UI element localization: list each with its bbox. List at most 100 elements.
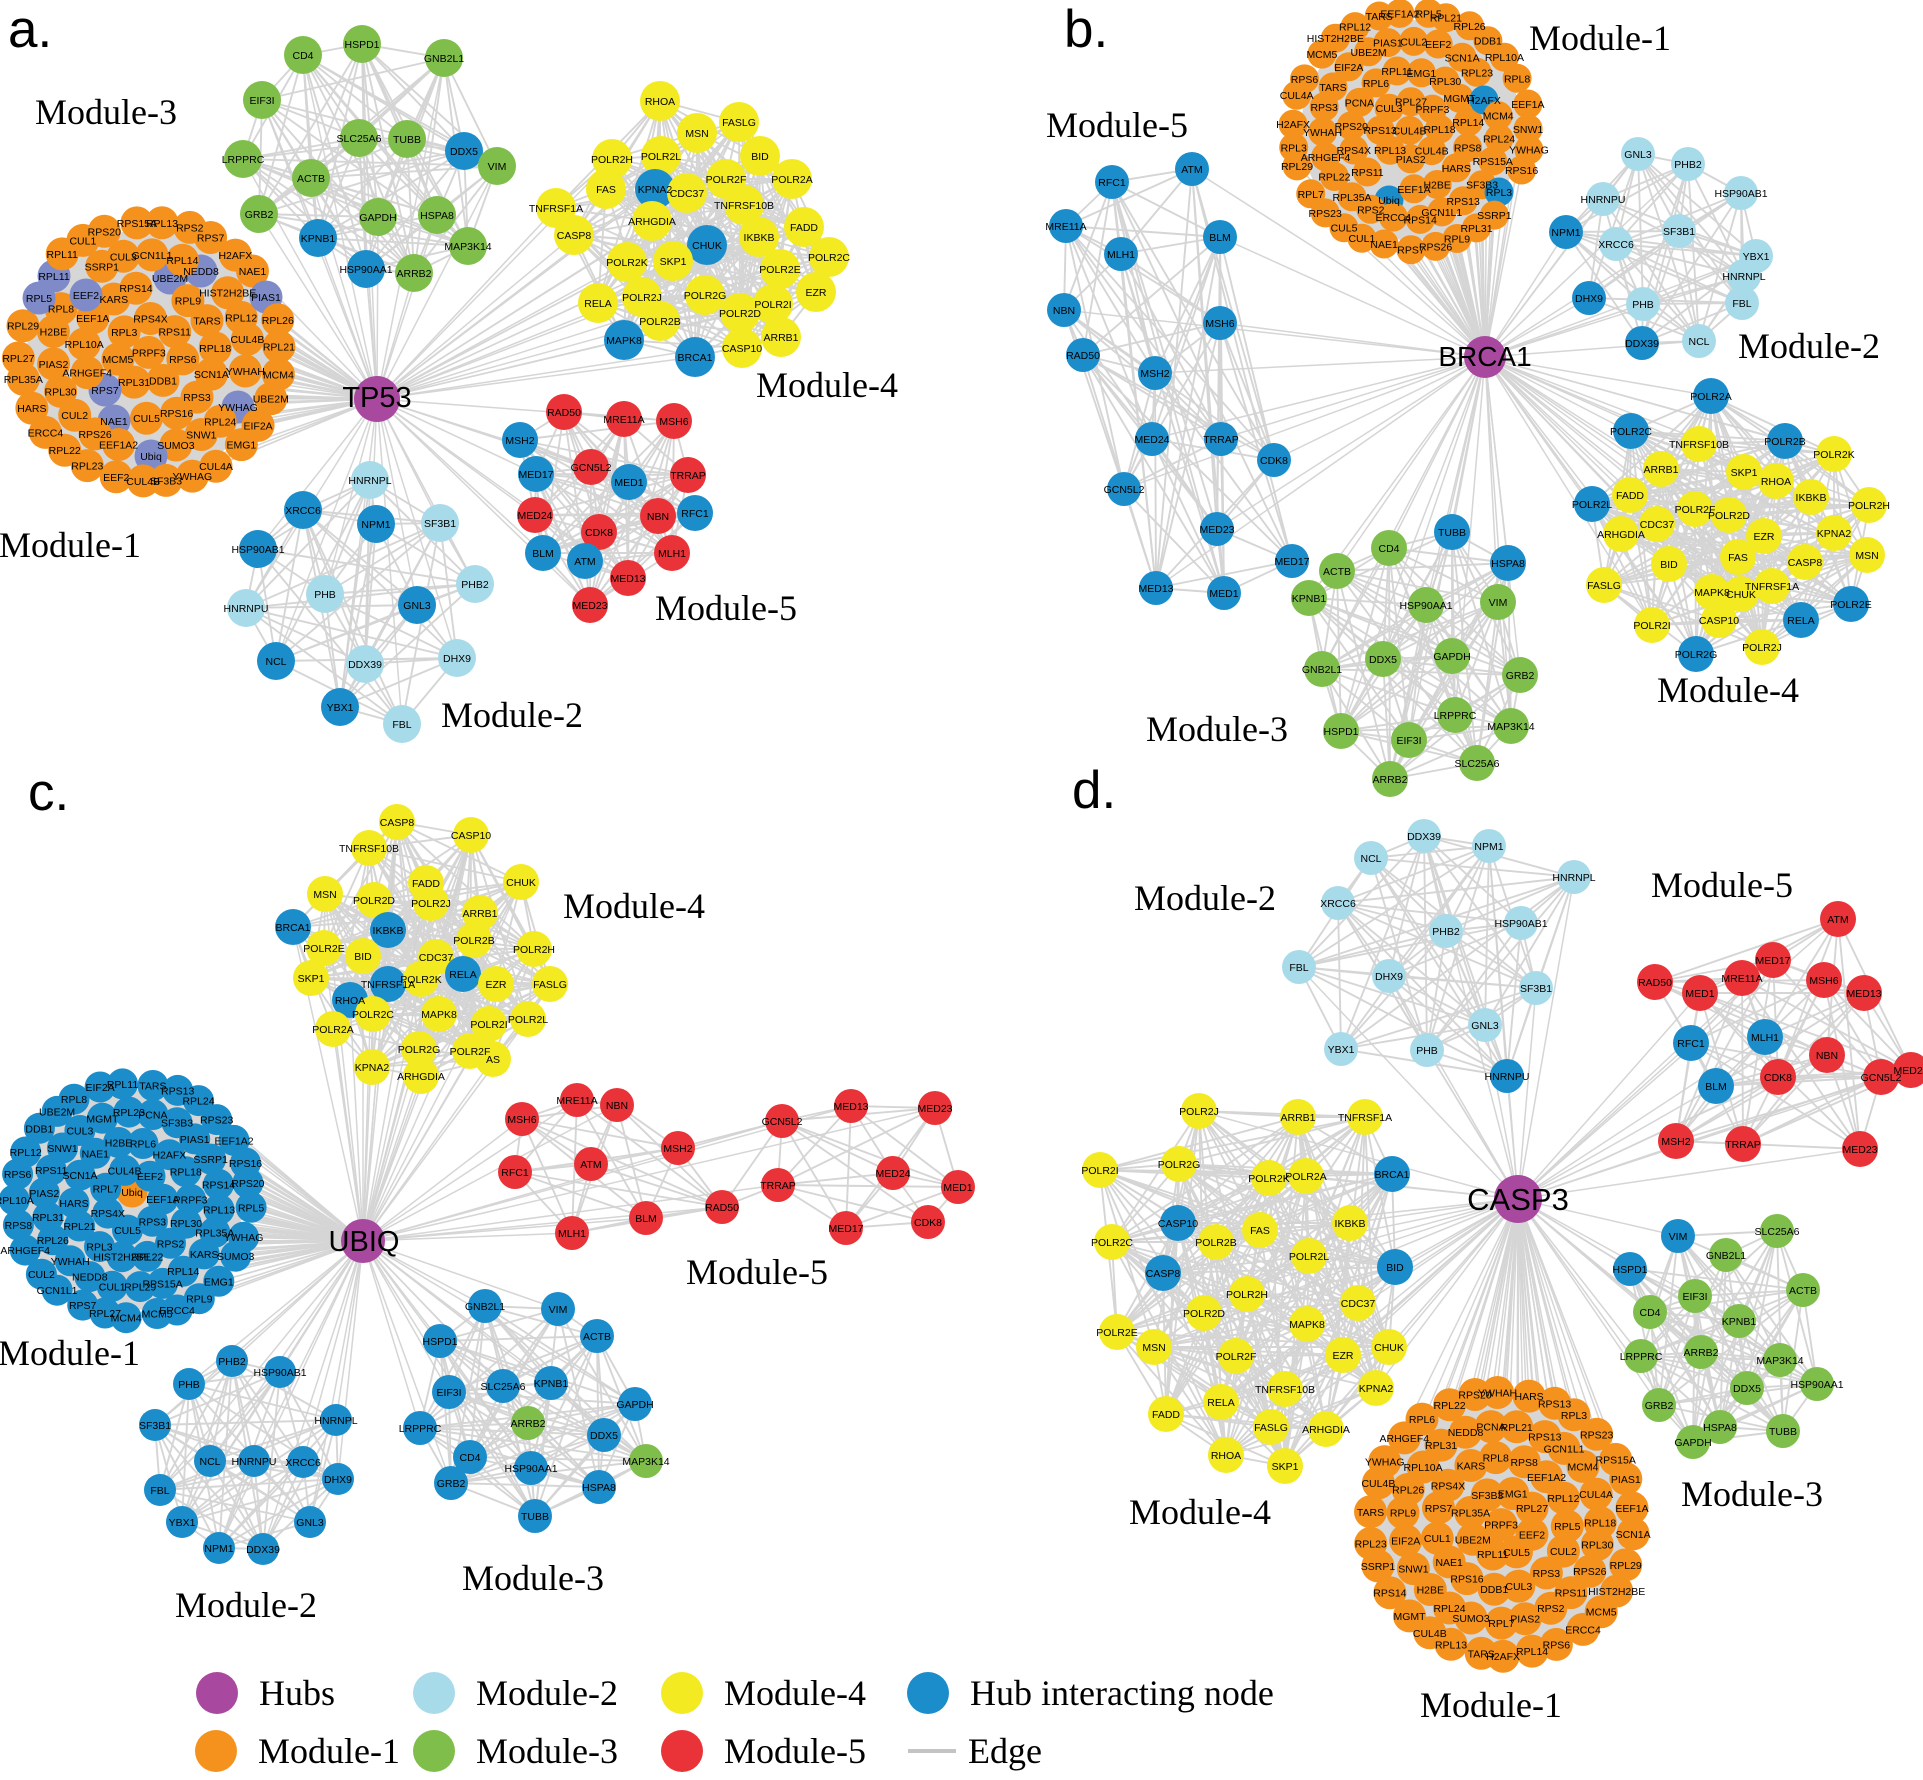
svg-text:RPS6: RPS6: [1291, 74, 1319, 86]
svg-text:TARS: TARS: [1319, 82, 1346, 94]
svg-text:UBE2M: UBE2M: [39, 1106, 75, 1118]
svg-text:MED23: MED23: [917, 1103, 952, 1115]
svg-text:SSRP1: SSRP1: [193, 1154, 228, 1166]
svg-text:LRPPRC: LRPPRC: [1620, 1351, 1663, 1363]
svg-text:MED17: MED17: [1274, 556, 1309, 568]
svg-text:HSP90AA1: HSP90AA1: [1790, 1379, 1843, 1391]
svg-text:RPS26: RPS26: [78, 429, 111, 441]
svg-text:POLR2C: POLR2C: [1091, 1237, 1133, 1249]
svg-text:EIF3I: EIF3I: [1396, 735, 1421, 747]
svg-text:KPNB1: KPNB1: [1722, 1316, 1757, 1328]
svg-text:RPL23: RPL23: [1461, 67, 1493, 79]
svg-text:TNFRSF1A: TNFRSF1A: [1745, 581, 1799, 593]
svg-text:BID: BID: [354, 951, 372, 963]
svg-text:SCN1A: SCN1A: [194, 369, 229, 381]
svg-text:RPS3: RPS3: [139, 1216, 167, 1228]
svg-text:NBN: NBN: [1816, 1050, 1838, 1062]
svg-text:MCM4: MCM4: [1483, 111, 1514, 123]
svg-text:RPL26: RPL26: [1454, 21, 1486, 33]
svg-text:XRCC6: XRCC6: [285, 505, 321, 517]
svg-text:KARS: KARS: [1457, 1461, 1486, 1473]
svg-text:RPL29: RPL29: [124, 1282, 156, 1294]
svg-text:EMG1: EMG1: [227, 440, 257, 452]
svg-text:LRPPRC: LRPPRC: [1434, 710, 1477, 722]
svg-text:CUL5: CUL5: [133, 413, 160, 425]
svg-text:MSH6: MSH6: [507, 1114, 536, 1126]
svg-text:HNRNPU: HNRNPU: [232, 1456, 277, 1468]
svg-text:RPL35A: RPL35A: [1332, 192, 1371, 204]
svg-text:BLM: BLM: [635, 1213, 657, 1225]
svg-text:Module-3: Module-3: [462, 1558, 604, 1598]
svg-text:PHB: PHB: [178, 1379, 200, 1391]
svg-text:GNL3: GNL3: [296, 1517, 324, 1529]
svg-text:HNRNPU: HNRNPU: [224, 603, 269, 615]
svg-text:EIF3I: EIF3I: [249, 95, 274, 107]
svg-text:FASLG: FASLG: [722, 117, 756, 129]
svg-text:Module-5: Module-5: [686, 1252, 828, 1292]
svg-text:TRRAP: TRRAP: [1203, 434, 1239, 446]
svg-text:TARS: TARS: [193, 316, 220, 328]
svg-text:Module-5: Module-5: [1046, 105, 1188, 145]
svg-text:HSPA8: HSPA8: [420, 210, 454, 222]
svg-text:RPS4X: RPS4X: [91, 1208, 125, 1220]
svg-text:TARS: TARS: [1357, 1507, 1384, 1519]
svg-text:NCL: NCL: [1360, 853, 1381, 865]
svg-text:NBN: NBN: [1053, 305, 1075, 317]
svg-text:POLR2A: POLR2A: [1690, 391, 1731, 403]
svg-text:RPL31: RPL31: [118, 377, 150, 389]
svg-text:CASP10: CASP10: [722, 343, 762, 355]
svg-text:NAE1: NAE1: [100, 416, 128, 428]
svg-text:SF3B3: SF3B3: [161, 1118, 193, 1130]
svg-text:a.: a.: [8, 0, 52, 59]
svg-text:SNW1: SNW1: [1513, 124, 1543, 136]
svg-text:RELA: RELA: [1207, 1397, 1234, 1409]
svg-text:ARHGEF4: ARHGEF4: [1380, 1433, 1430, 1445]
svg-text:BRCA1: BRCA1: [677, 352, 712, 364]
svg-text:RPL12: RPL12: [10, 1147, 42, 1159]
svg-text:POLR2L: POLR2L: [508, 1014, 548, 1026]
svg-text:CDC37: CDC37: [670, 188, 705, 200]
svg-text:RPS13: RPS13: [1528, 1432, 1561, 1444]
svg-text:EIF3I: EIF3I: [1682, 1291, 1707, 1303]
svg-text:RPL8: RPL8: [1504, 73, 1530, 85]
svg-text:POLR2K: POLR2K: [1248, 1173, 1289, 1185]
svg-text:DDX5: DDX5: [590, 1430, 618, 1442]
svg-text:ARHGEF4: ARHGEF4: [0, 1245, 50, 1257]
svg-text:RPL27: RPL27: [89, 1308, 121, 1320]
svg-text:ERCC4: ERCC4: [28, 427, 64, 439]
svg-text:FASLG: FASLG: [533, 979, 567, 991]
svg-text:EEF1A2: EEF1A2: [1380, 8, 1419, 20]
svg-text:SKP1: SKP1: [660, 256, 687, 268]
svg-text:MED17: MED17: [518, 469, 553, 481]
svg-text:H2BE: H2BE: [40, 327, 67, 339]
svg-text:RPL18: RPL18: [170, 1167, 202, 1179]
svg-text:Module-4: Module-4: [1657, 670, 1799, 710]
svg-text:MAP3K14: MAP3K14: [1487, 721, 1534, 733]
svg-text:PIAS2: PIAS2: [39, 359, 69, 371]
svg-text:POLR2E: POLR2E: [1830, 599, 1871, 611]
svg-text:Module-1: Module-1: [1420, 1685, 1562, 1725]
svg-text:RPL22: RPL22: [1318, 172, 1350, 184]
svg-text:XRCC6: XRCC6: [1320, 898, 1356, 910]
svg-text:PIAS1: PIAS1: [251, 292, 281, 304]
svg-text:GCN5L2: GCN5L2: [1104, 484, 1145, 496]
svg-text:GAPDH: GAPDH: [616, 1399, 653, 1411]
svg-text:DHX9: DHX9: [1575, 293, 1603, 305]
svg-text:HNRNPL: HNRNPL: [314, 1415, 357, 1427]
svg-text:EIF3I: EIF3I: [436, 1387, 461, 1399]
svg-text:d.: d.: [1072, 761, 1116, 820]
svg-text:Module-4: Module-4: [756, 365, 898, 405]
svg-text:CASP3: CASP3: [1467, 1182, 1569, 1217]
svg-text:TUBB: TUBB: [1769, 1426, 1797, 1438]
svg-text:MED24: MED24: [1134, 434, 1169, 446]
svg-text:CUL4B: CUL4B: [1361, 1478, 1395, 1490]
svg-text:MAP3K14: MAP3K14: [622, 1456, 669, 1468]
svg-text:EZR: EZR: [1333, 1350, 1354, 1362]
svg-text:HSP90AB1: HSP90AB1: [1714, 188, 1767, 200]
svg-text:POLR2H: POLR2H: [513, 944, 555, 956]
svg-text:EEF1A: EEF1A: [76, 313, 109, 325]
svg-text:RPL8: RPL8: [48, 304, 74, 316]
svg-text:HSPD1: HSPD1: [422, 1336, 457, 1348]
svg-text:HNRNPU: HNRNPU: [1581, 194, 1626, 206]
svg-text:BLM: BLM: [532, 548, 554, 560]
